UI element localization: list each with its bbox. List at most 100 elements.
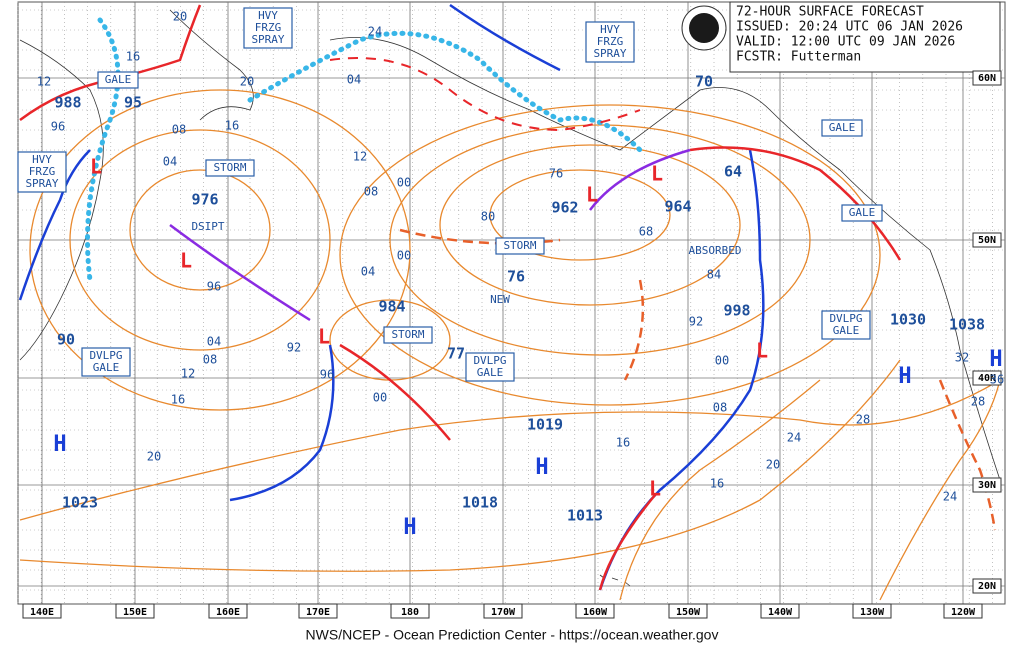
high-center: H (898, 364, 911, 389)
lat-label: 40N (978, 373, 996, 384)
warning-text: SPRAY (593, 47, 626, 60)
isobar-label: 24 (943, 490, 957, 504)
warning-box (821, 119, 863, 137)
lon-label: 120W (951, 607, 976, 618)
low-center: L (651, 162, 663, 186)
warning-text: DVLPG (829, 312, 862, 325)
lon-label: 140W (768, 607, 793, 618)
isobar-label: 04 (207, 335, 221, 349)
isobar-label: 84 (707, 268, 721, 282)
isobar-label: 08 (203, 353, 217, 367)
low-center: L (756, 339, 768, 363)
status-label: DSIPT (191, 220, 224, 233)
header-title: 72-HOUR SURFACE FORECAST (736, 5, 924, 20)
isobar-label: 12 (181, 367, 195, 381)
isobar-label: 24 (368, 25, 382, 39)
labels: 140E 150E 160E 170E 180 170W 160W 150W 140W 130W 1… (17, 7, 1004, 619)
warning-text: HVY (600, 23, 620, 36)
warning-text: HVY (258, 9, 278, 22)
lat-label: 50N (978, 235, 996, 246)
header-box (729, 1, 1001, 73)
header-valid: VALID: 12:00 UTC 09 JAN 2026 (736, 35, 955, 50)
lon-label-box (22, 603, 62, 619)
warning-text: HVY (32, 153, 52, 166)
lat-label: 30N (978, 480, 996, 491)
isobar-label: 04 (163, 155, 177, 169)
status-label: ABSORBED (689, 244, 742, 257)
isobar-label: 96 (207, 280, 221, 294)
map-frame (17, 1, 1006, 605)
isobar-label: 68 (639, 225, 653, 239)
lon-label: 150W (676, 607, 701, 618)
isobar-label: 16 (171, 393, 185, 407)
header-forecaster: FCSTR: Futterman (736, 50, 861, 65)
coastlines (19, 9, 1001, 587)
high-center: H (53, 432, 66, 457)
warning-text: GALE (105, 73, 132, 86)
pressure-label: 95 (124, 94, 142, 112)
isobar-label: 24 (787, 431, 801, 445)
lon-label-box (852, 603, 892, 619)
status-label: NEW (490, 293, 510, 306)
footer: NWS/NCEP - Ocean Prediction Center - htt… (306, 627, 719, 643)
lat-label-box (972, 232, 1002, 248)
lon-label-box (115, 603, 155, 619)
warning-text: GALE (829, 121, 856, 134)
lon-label: 150E (123, 607, 147, 618)
warning-text: GALE (849, 206, 876, 219)
warning-text: FRZG (255, 21, 282, 34)
warning-text: GALE (477, 366, 504, 379)
warning-text: SPRAY (251, 33, 284, 46)
isobar-label: 00 (397, 249, 411, 263)
isobar-label: 16 (126, 50, 140, 64)
isobar-label: 76 (549, 167, 563, 181)
pressure-label: 1019 (527, 416, 563, 434)
isobar-label: 28 (856, 413, 870, 427)
isobar-label: 16 (616, 436, 630, 450)
isobar-label: 92 (287, 341, 301, 355)
pressure-label: 964 (664, 198, 691, 216)
isobar-label: 16 (225, 119, 239, 133)
warning-box (81, 347, 131, 377)
isobar-label: 12 (37, 75, 51, 89)
pressure-label: 1023 (62, 494, 98, 512)
lon-label: 130W (860, 607, 885, 618)
low-center: L (586, 183, 598, 207)
lat-label: 20N (978, 581, 996, 592)
high-center: H (403, 515, 416, 540)
warning-text: SPRAY (25, 177, 58, 190)
warning-text: DVLPG (89, 349, 122, 362)
isobar-label: 12 (353, 150, 367, 164)
low-center: L (649, 477, 661, 501)
lon-label: 160W (583, 607, 608, 618)
warning-box (585, 21, 635, 63)
isobar-label: 96 (320, 368, 334, 382)
lat-label-box (972, 70, 1002, 86)
grid (17, 2, 1005, 604)
lat-label-box (972, 578, 1002, 594)
isobar-label: 04 (347, 73, 361, 87)
warning-box (17, 151, 67, 193)
lon-label: 140E (30, 607, 54, 618)
ice-edge (85, 17, 643, 283)
lon-label-box (668, 603, 708, 619)
isobar-label: 08 (713, 401, 727, 415)
warning-box (495, 237, 545, 255)
low-center: L (180, 249, 192, 273)
high-center: H (989, 347, 1002, 372)
isobar-label: 04 (361, 265, 375, 279)
lon-label: 160E (216, 607, 240, 618)
warning-text: GALE (93, 361, 120, 374)
warning-text: STORM (391, 328, 424, 341)
isobar-label: 08 (364, 185, 378, 199)
pressure-label: 76 (507, 268, 525, 286)
ice-accretion (329, 57, 641, 132)
pressure-label: 962 (551, 199, 578, 217)
lon-label-box (943, 603, 983, 619)
warning-box (841, 204, 883, 222)
isobar-label: 96 (51, 120, 65, 134)
lon-label-box (298, 603, 338, 619)
warning-box (465, 352, 515, 382)
pressure-label: 984 (378, 298, 405, 316)
pressure-label: 1030 (890, 311, 926, 329)
